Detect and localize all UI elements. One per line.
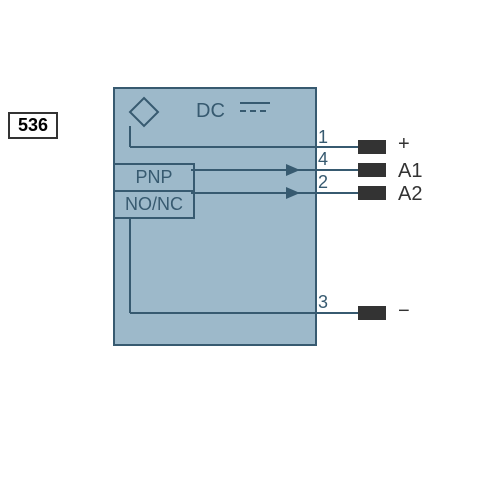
wire-number: 4 [318, 149, 328, 170]
sensor-type-contact: NO/NC [115, 190, 193, 217]
terminal-block [358, 186, 386, 200]
wire-number: 3 [318, 292, 328, 313]
diagram-id-text: 536 [18, 115, 48, 135]
terminal-block [358, 140, 386, 154]
sensor-type-pnp: PNP [115, 165, 193, 190]
pin-label: A1 [398, 160, 422, 183]
dc-label: DC [196, 100, 225, 123]
pin-label: + [398, 133, 410, 156]
sensor-type-box: PNP NO/NC [113, 163, 195, 219]
terminal-block [358, 163, 386, 177]
terminal-block [358, 306, 386, 320]
wire-number: 2 [318, 172, 328, 193]
pin-label: − [398, 300, 410, 323]
pin-label: A2 [398, 183, 422, 206]
wire-number: 1 [318, 127, 328, 148]
diagram-id-box: 536 [8, 112, 58, 139]
